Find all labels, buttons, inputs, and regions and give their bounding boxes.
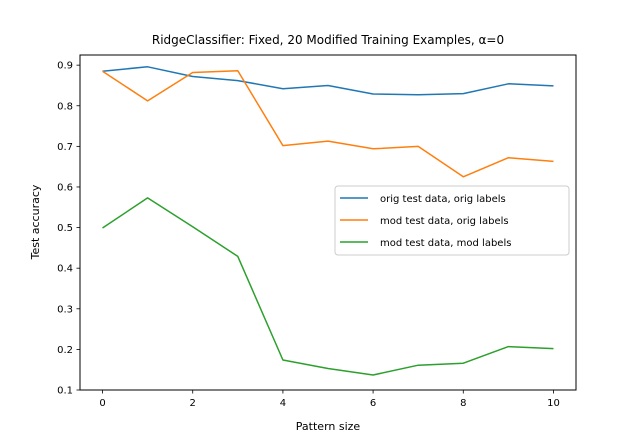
x-tick-label: 10 [547,398,560,409]
x-tick-label: 6 [370,398,376,409]
plot-area-frame [79,54,577,391]
y-tick-label: 0.8 [57,101,73,112]
x-axis-label: Pattern size [296,420,361,433]
x-tick-label: 0 [99,398,105,409]
x-tick-label: 8 [460,398,466,409]
y-tick-label: 0.2 [57,345,73,356]
y-tick-label: 0.7 [57,142,73,153]
y-tick-label: 0.5 [57,223,73,234]
legend-label-3: mod test data, mod labels [380,238,511,249]
series-lines [102,66,554,376]
series-line-1 [102,66,554,96]
legend-label-2: mod test data, orig labels [380,216,509,227]
y-tick-label: 0.1 [57,386,73,397]
y-axis-label: Test accuracy [29,184,42,260]
series-line-3 [102,197,554,376]
x-tick-label: 2 [190,398,196,409]
series-line-2 [102,70,554,178]
y-axis-ticks: 0.1 0.2 0.3 0.4 0.5 0.6 0.7 0.8 0.9 [57,61,80,397]
chart-title: RidgeClassifier: Fixed, 20 Modified Trai… [152,33,504,47]
y-tick-label: 0.6 [57,182,73,193]
x-tick-label: 4 [280,398,286,409]
legend-box [334,185,570,256]
x-axis-ticks: 0 2 4 6 8 10 [99,390,560,409]
y-tick-label: 0.9 [57,61,73,72]
y-tick-label: 0.3 [57,304,73,315]
legend-label-1: orig test data, orig labels [380,194,506,205]
y-tick-label: 0.4 [57,264,73,275]
legend: orig test data, orig labels mod test data… [334,185,570,256]
